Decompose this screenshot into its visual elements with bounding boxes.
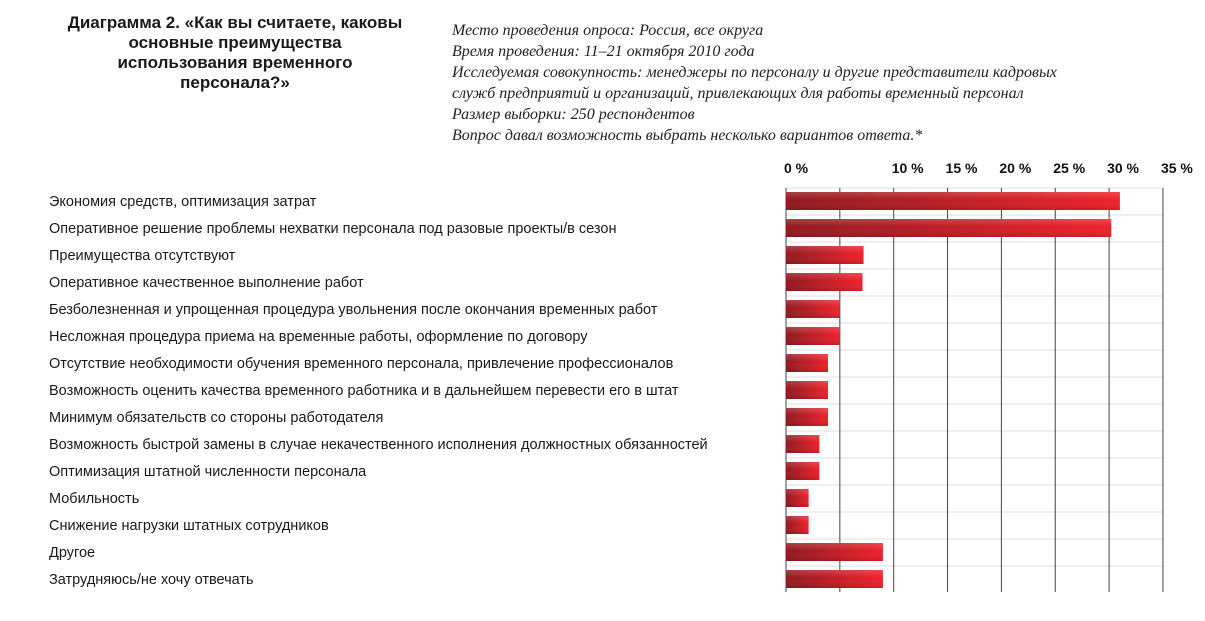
bar-highlight (786, 273, 863, 291)
x-tick-label: 15 % (946, 160, 978, 176)
category-label: Оптимизация штатной численности персонал… (49, 464, 367, 480)
bar-highlight (786, 408, 829, 426)
x-tick-label: 0 % (784, 160, 809, 176)
grid-lines (785, 187, 1164, 592)
bar-highlight (786, 462, 820, 480)
chart-title-lead: Диаграмма 2. (67, 13, 185, 32)
x-tick-label: 25 % (1053, 160, 1085, 176)
bars (786, 192, 1120, 588)
category-label: Возможность оценить качества временного … (49, 383, 679, 399)
category-labels: Экономия средств, оптимизация затрат Опер… (49, 194, 708, 588)
survey-info: Место проведения опроса: Россия, все окр… (452, 20, 1172, 146)
category-label: Отсутствие необходимости обучения времен… (49, 356, 674, 372)
bar-highlight (786, 489, 809, 507)
category-label: Оперативное качественное выполнение рабо… (49, 275, 364, 291)
survey-info-line: Вопрос давал возможность выбрать несколь… (452, 127, 923, 144)
category-label: Несложная процедура приема на временные … (49, 329, 588, 345)
bar-highlight (786, 300, 840, 318)
category-label: Безболезненная и упрощенная процедура ув… (49, 302, 658, 318)
category-label: Снижение нагрузки штатных сотрудников (49, 518, 329, 534)
x-tick-label: 20 % (999, 160, 1031, 176)
chart-title: Диаграмма 2. «Как вы считаете, каковы ос… (66, 13, 404, 93)
survey-info-line: Исследуемая совокупность: менеджеры по п… (452, 64, 1057, 81)
category-label: Минимум обязательств со стороны работода… (49, 410, 383, 426)
bar-highlight (786, 219, 1112, 237)
x-tick-label: 10 % (892, 160, 924, 176)
category-label: Экономия средств, оптимизация затрат (49, 194, 317, 210)
survey-info-line: служб предприятий и организаций, привлек… (452, 85, 1024, 102)
x-tick-label: 35 % (1161, 160, 1193, 176)
category-label: Другое (49, 545, 95, 561)
category-label: Преимущества отсутствуют (49, 248, 236, 264)
survey-info-line: Размер выборки: 250 респондентов (452, 106, 695, 123)
bar-highlight (786, 354, 829, 372)
survey-info-line: Время проведения: 11–21 октября 2010 год… (452, 43, 755, 60)
bar-highlight (786, 516, 809, 534)
bar-highlight (786, 246, 864, 264)
chart-title-question: «Как вы считаете, каковы основные преиму… (117, 13, 403, 92)
x-tick-label: 30 % (1107, 160, 1139, 176)
category-label: Возможность быстрой замены в случае нека… (49, 437, 708, 453)
survey-info-line: Место проведения опроса: Россия, все окр… (452, 22, 764, 39)
category-label: Оперативное решение проблемы нехватки пе… (49, 221, 616, 237)
bar-highlight (786, 435, 820, 453)
category-label: Затрудняюсь/не хочу отвечать (49, 572, 254, 588)
category-label: Мобильность (49, 491, 139, 507)
bar-highlight (786, 327, 840, 345)
bar-highlight (786, 570, 883, 588)
x-axis-ticks: 0 % 10 % 15 % 20 % 25 % 30 % 35 % (784, 160, 1193, 176)
bar-highlight (786, 543, 883, 561)
bar-highlight (786, 192, 1120, 210)
bar-highlight (786, 381, 829, 399)
